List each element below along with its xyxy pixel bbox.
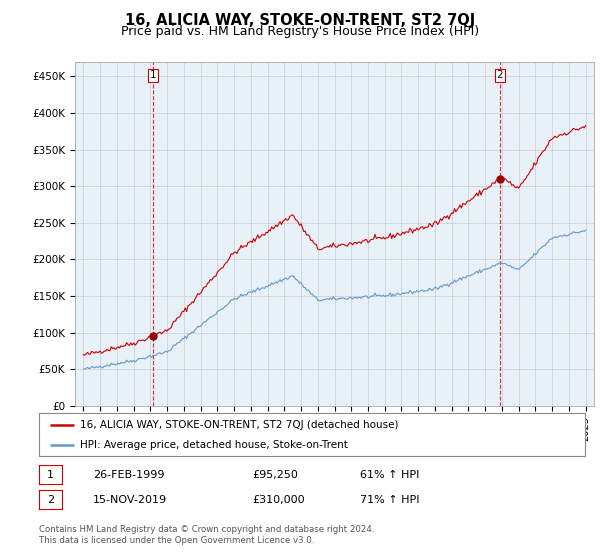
Text: 16, ALICIA WAY, STOKE-ON-TRENT, ST2 7QJ: 16, ALICIA WAY, STOKE-ON-TRENT, ST2 7QJ (125, 13, 475, 28)
Text: 15-NOV-2019: 15-NOV-2019 (93, 494, 167, 505)
Text: 26-FEB-1999: 26-FEB-1999 (93, 470, 164, 480)
Text: 1: 1 (47, 470, 54, 480)
Text: Price paid vs. HM Land Registry's House Price Index (HPI): Price paid vs. HM Land Registry's House … (121, 25, 479, 38)
Text: 2: 2 (47, 494, 54, 505)
Text: HPI: Average price, detached house, Stoke-on-Trent: HPI: Average price, detached house, Stok… (80, 440, 348, 450)
Text: 1: 1 (149, 70, 156, 80)
Text: 71% ↑ HPI: 71% ↑ HPI (360, 494, 419, 505)
Text: £310,000: £310,000 (252, 494, 305, 505)
Text: 2: 2 (497, 70, 503, 80)
Text: Contains HM Land Registry data © Crown copyright and database right 2024.
This d: Contains HM Land Registry data © Crown c… (39, 525, 374, 545)
Text: 16, ALICIA WAY, STOKE-ON-TRENT, ST2 7QJ (detached house): 16, ALICIA WAY, STOKE-ON-TRENT, ST2 7QJ … (80, 419, 398, 430)
Text: £95,250: £95,250 (252, 470, 298, 480)
Text: 61% ↑ HPI: 61% ↑ HPI (360, 470, 419, 480)
